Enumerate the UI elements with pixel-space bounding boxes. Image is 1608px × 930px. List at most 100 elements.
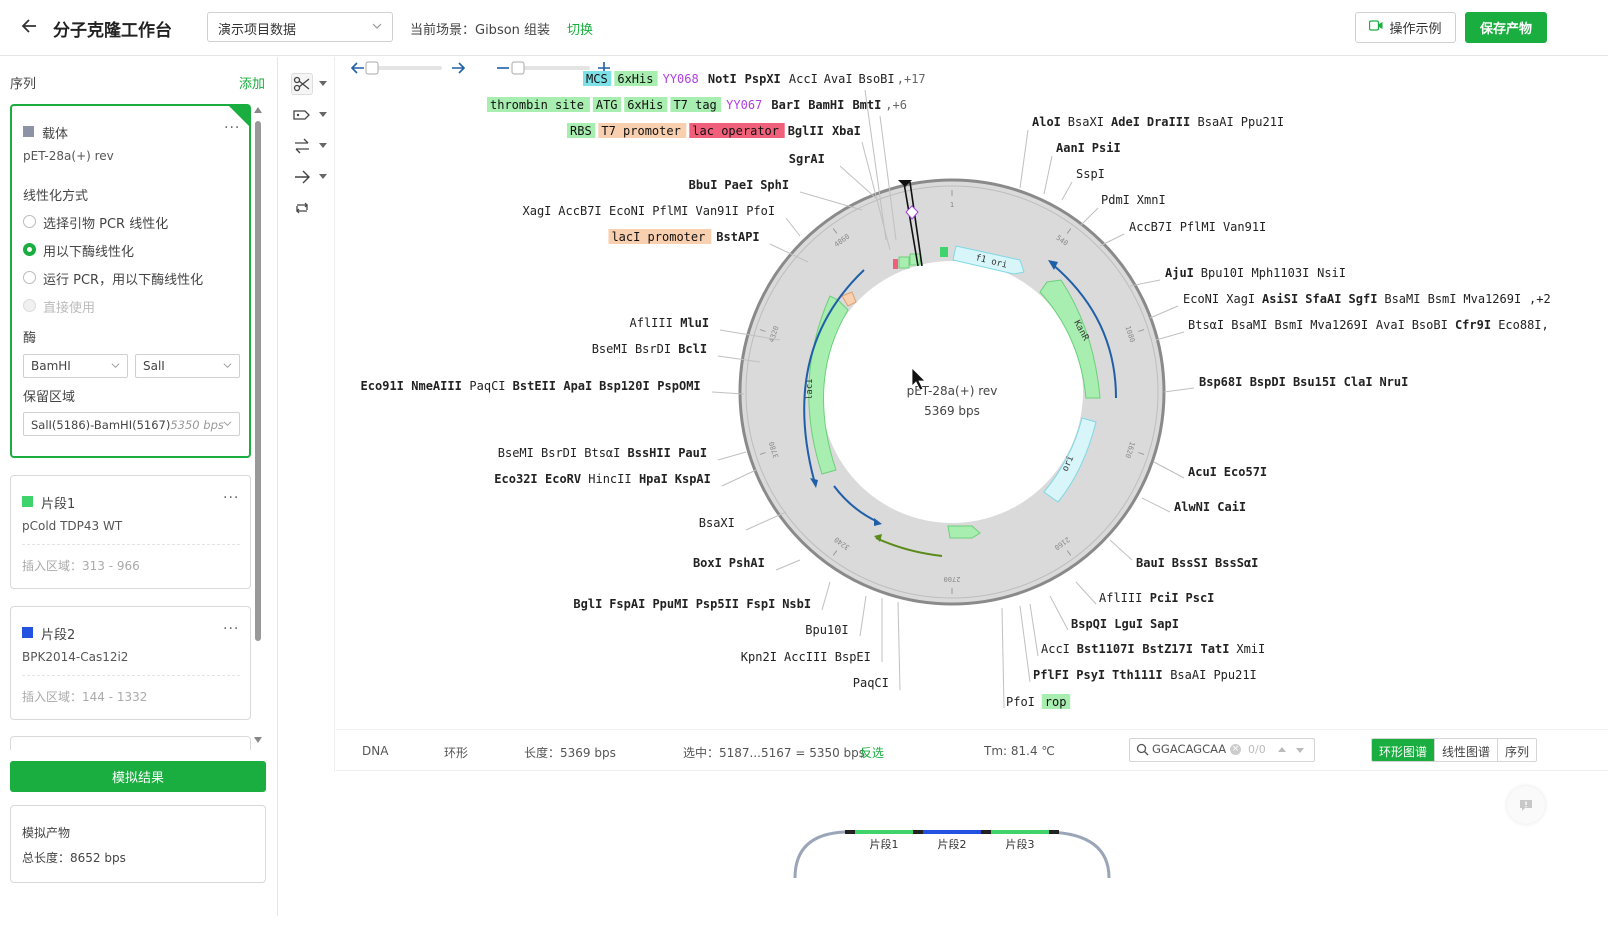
enzyme-label[interactable]: PscI <box>1186 591 1215 605</box>
invert-selection-link[interactable]: 反选 <box>860 746 885 760</box>
enzyme-label[interactable]: BspDI <box>1250 375 1286 389</box>
feature-tag[interactable] <box>624 97 668 112</box>
enzyme-label[interactable]: BsmI <box>1428 292 1457 306</box>
enzyme-label[interactable]: Bsu15I <box>1293 375 1336 389</box>
fragment1-card[interactable]: 片段1 ··· pCold TDP43 WT 插入区域：313 - 966 <box>10 475 251 589</box>
scissors-icon[interactable] <box>291 73 313 95</box>
enzyme-label[interactable]: ApaI <box>563 379 592 393</box>
tab-sequence[interactable]: 序列 <box>1497 739 1536 761</box>
enzyme-label[interactable]: BseMI <box>592 342 628 356</box>
sequence-search[interactable]: × 0/0 <box>1129 738 1315 762</box>
enzyme-label[interactable]: AflIII <box>1099 591 1142 605</box>
enzyme-label[interactable]: Eco57I <box>1224 465 1267 479</box>
enzyme-label[interactable]: BauI <box>1136 556 1165 570</box>
enzyme-label[interactable]: PauI <box>678 446 707 460</box>
enzyme-label[interactable]: Van91I <box>1223 220 1266 234</box>
switch-scene-link[interactable]: 切换 <box>567 23 594 38</box>
enzyme-label[interactable]: AccB7I <box>1129 220 1172 234</box>
radio-pcr-label[interactable]: 选择引物 PCR 线性化 <box>43 217 169 232</box>
enzyme-label[interactable]: Kpn2I <box>741 650 777 664</box>
enzyme-label[interactable]: BsaXI <box>1068 115 1104 129</box>
feature-tag[interactable] <box>592 97 622 112</box>
demo-button[interactable]: 操作示例 <box>1355 12 1456 43</box>
tab-circular-map[interactable]: 环形图谱 <box>1372 739 1435 761</box>
enzyme-label[interactable]: BglI <box>573 597 602 611</box>
enzyme-label[interactable]: AccB7I <box>558 204 601 218</box>
feature-tag[interactable] <box>1041 694 1071 709</box>
enzyme-label[interactable]: BssSαI <box>1215 556 1258 570</box>
enzyme-label[interactable]: NsiI <box>1317 266 1346 280</box>
feature-tag[interactable] <box>567 123 596 138</box>
fragment2-card[interactable]: 片段2 ··· BPK2014-Cas12i2 插入区域：144 - 1332 <box>10 606 251 720</box>
enzyme-label[interactable]: BstAPI <box>716 230 759 244</box>
enzyme-label[interactable]: NmeAIII <box>411 379 462 393</box>
enzyme2-select[interactable]: SalI <box>135 354 240 378</box>
feature-t7-promoter[interactable] <box>898 256 910 269</box>
enzyme-label[interactable]: Bsp120I <box>599 379 650 393</box>
enzyme-label[interactable]: PaqCI <box>853 676 889 690</box>
enzyme-label[interactable]: PshAI <box>729 556 765 570</box>
feature-tag[interactable] <box>583 71 612 86</box>
enzyme-label[interactable]: BspQI <box>1071 617 1107 631</box>
enzyme-label[interactable]: BsaMI <box>1384 292 1420 306</box>
feature-tag[interactable] <box>670 97 722 112</box>
enzyme-label[interactable]: EcoRV <box>545 472 581 486</box>
enzyme-label[interactable]: AccI <box>789 72 818 86</box>
enzyme-label[interactable]: XmnI <box>1137 193 1166 207</box>
enzyme-label[interactable]: AlwNI <box>1174 500 1210 514</box>
fragment3-card[interactable] <box>10 736 251 750</box>
feature-laci-promoter[interactable] <box>841 291 857 307</box>
enzyme-label[interactable]: BsaAI <box>1198 115 1234 129</box>
enzyme-label[interactable]: BoxI <box>693 556 722 570</box>
feature-lac-operator[interactable] <box>893 259 898 269</box>
enzyme-label[interactable]: ,+2 <box>1529 292 1551 306</box>
enzyme-label[interactable]: PsyI <box>1076 668 1105 682</box>
enzyme-label[interactable]: KspAI <box>675 472 711 486</box>
radio-enzyme-label[interactable]: 用以下酶线性化 <box>43 245 135 260</box>
enzyme-label[interactable]: PspOMI <box>657 379 700 393</box>
sidebar-scrollbar[interactable] <box>253 105 263 745</box>
arrow-right-icon[interactable] <box>291 166 313 188</box>
region-select[interactable]: SalI(5186)-BamHI(5167)5350 bps <box>23 412 240 436</box>
enzyme-label[interactable]: Ppu21I <box>1241 115 1284 129</box>
enzyme-label[interactable]: BstEII <box>513 379 556 393</box>
enzyme-label[interactable]: PfoI <box>746 204 775 218</box>
feature-tag[interactable] <box>689 123 785 138</box>
enzyme-label[interactable]: Psp5II <box>696 597 739 611</box>
caret-down-icon[interactable] <box>319 81 327 86</box>
add-sequence-link[interactable]: 添加 <box>239 77 266 92</box>
enzyme-label[interactable]: MluI <box>680 316 709 330</box>
enzyme-label[interactable]: PflFI <box>1033 668 1069 682</box>
selection-marker[interactable] <box>903 181 923 267</box>
enzyme-label[interactable]: SapI <box>1150 617 1179 631</box>
back-icon[interactable] <box>20 16 40 36</box>
enzyme-label[interactable]: Tth111I <box>1112 668 1163 682</box>
enzyme-label[interactable]: PaeI <box>724 178 753 192</box>
feature-f1-ori[interactable] <box>952 245 1025 275</box>
enzyme-label[interactable]: EcoNI <box>609 204 645 218</box>
scroll-up-icon[interactable] <box>254 107 262 113</box>
enzyme-label[interactable]: BtsαI <box>1188 318 1224 332</box>
enzyme-label[interactable]: AjuI <box>1165 266 1194 280</box>
enzyme-label[interactable]: HincII <box>588 472 631 486</box>
enzyme-label[interactable]: PsiI <box>1092 141 1121 155</box>
enzyme-label[interactable]: EcoNI <box>1183 292 1219 306</box>
scroll-down-icon[interactable] <box>254 737 262 743</box>
enzyme-label[interactable]: AccIII <box>784 650 827 664</box>
enzyme-label[interactable]: BstZ17I <box>1142 642 1193 656</box>
enzyme-label[interactable]: CaiI <box>1217 500 1246 514</box>
enzyme-label[interactable]: SgfI <box>1349 292 1378 306</box>
enzyme-label[interactable]: AflIII <box>630 316 673 330</box>
feature-tag[interactable] <box>598 123 687 138</box>
enzyme-label[interactable]: PflMI <box>1180 220 1216 234</box>
enzyme-label[interactable]: BsoBI <box>859 72 895 86</box>
rotate-control[interactable] <box>350 61 466 75</box>
zoom-control[interactable] <box>497 61 610 75</box>
feature-tag[interactable] <box>614 71 658 86</box>
enzyme-label[interactable]: Cfr9I <box>1455 318 1491 332</box>
enzyme-label[interactable]: NruI <box>1379 375 1408 389</box>
caret-down-icon[interactable] <box>319 112 327 117</box>
radio-pcr[interactable] <box>23 215 36 228</box>
enzyme-label[interactable]: AvaI <box>1376 318 1405 332</box>
enzyme-label[interactable]: PciI <box>1150 591 1179 605</box>
